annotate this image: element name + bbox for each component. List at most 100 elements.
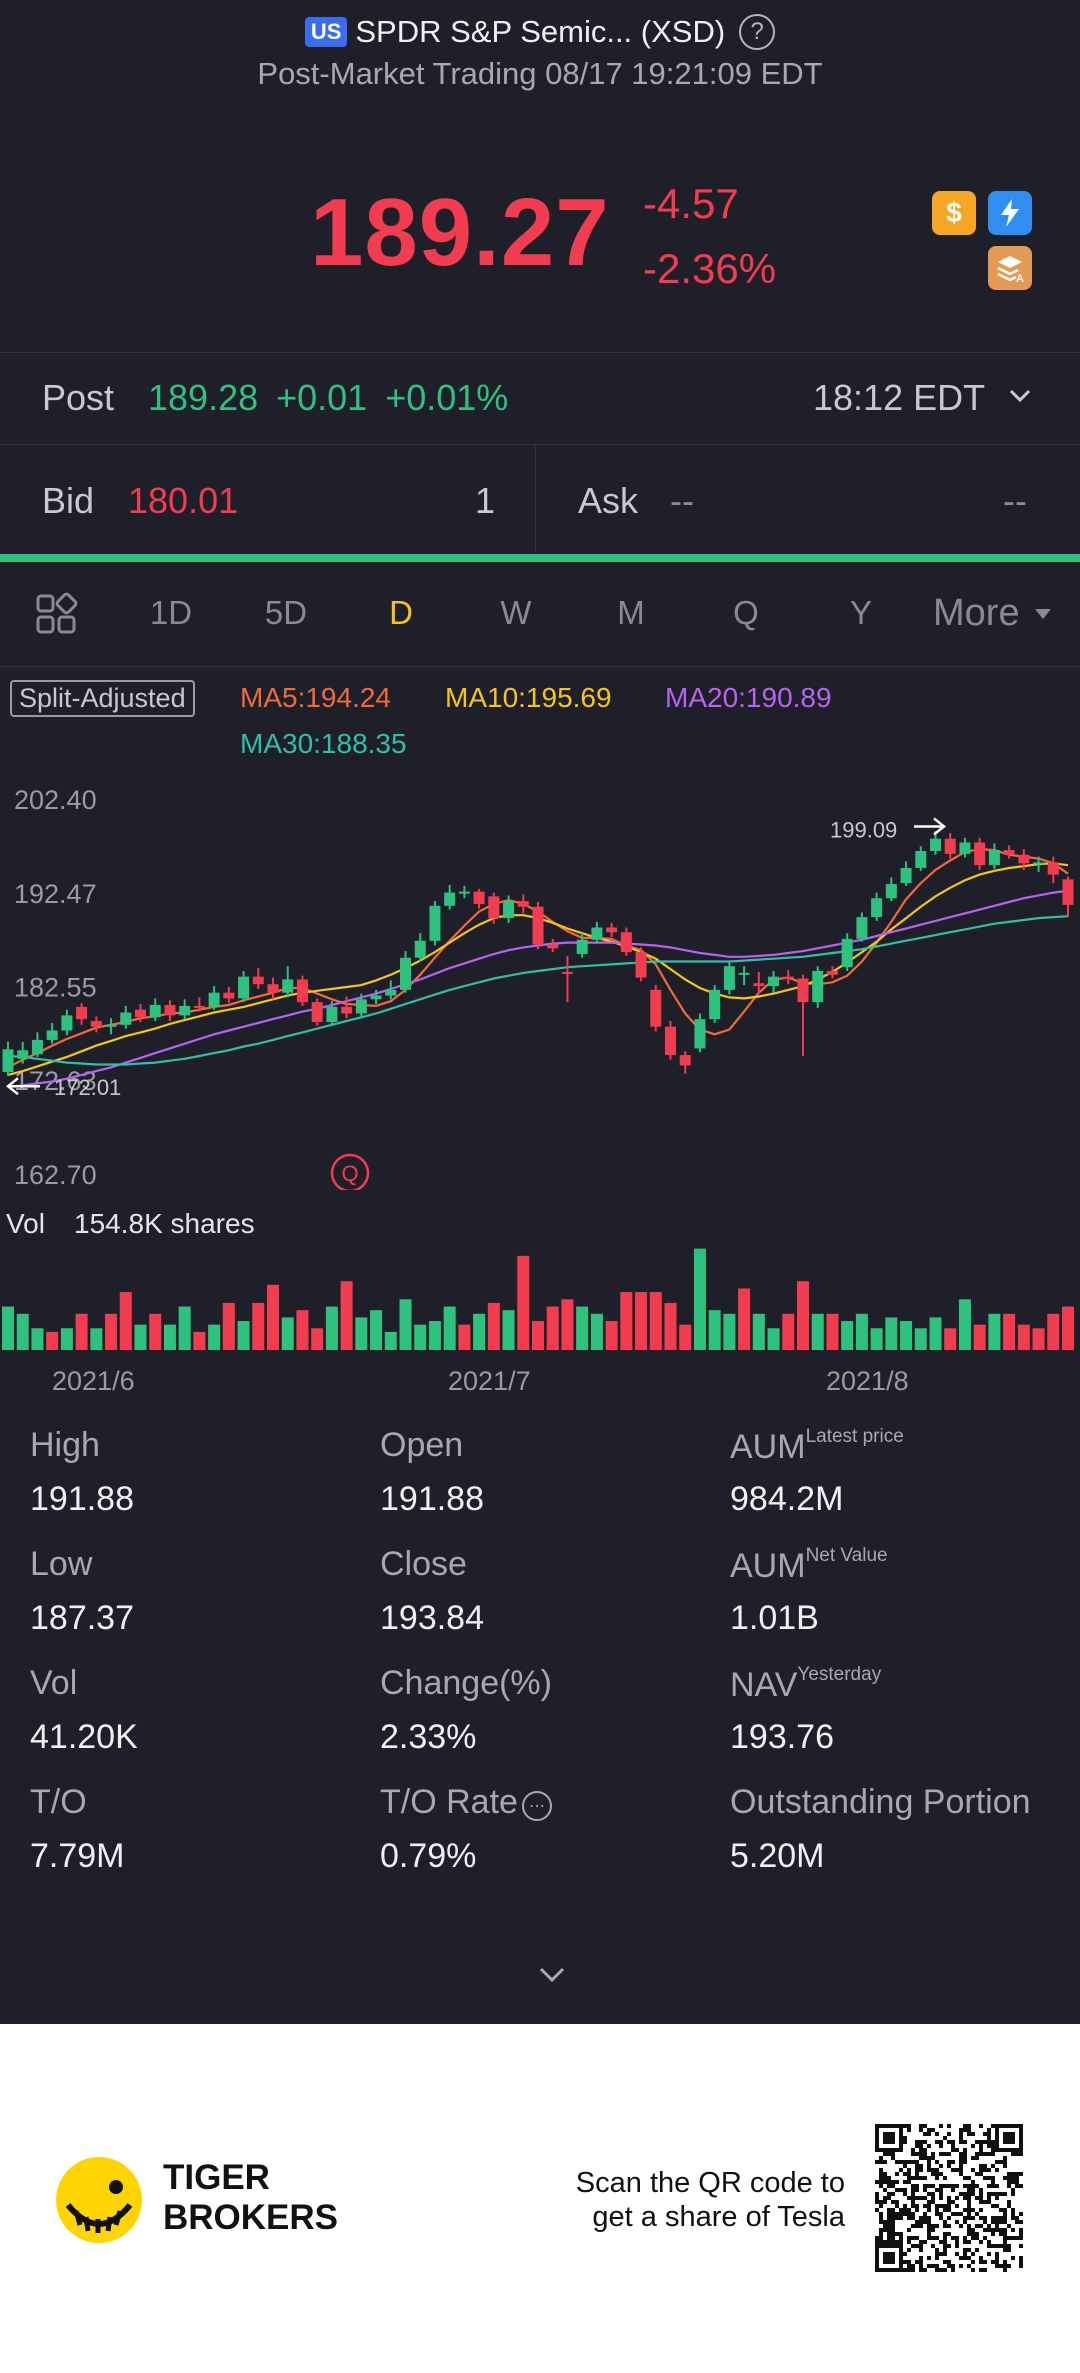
volume-bar — [458, 1324, 471, 1350]
volume-bar — [782, 1313, 795, 1350]
candle — [120, 1005, 132, 1029]
volume-bar — [222, 1302, 235, 1350]
volume-bar — [370, 1310, 383, 1350]
volume-bar — [767, 1328, 780, 1350]
chevron-down-icon[interactable] — [1005, 381, 1035, 411]
candle — [503, 895, 515, 923]
volume-bar — [296, 1310, 309, 1350]
candle — [944, 833, 956, 859]
brand-line1: TIGER — [163, 2158, 270, 2197]
volume-bar — [826, 1313, 839, 1350]
stack-icon[interactable]: A — [988, 246, 1032, 290]
candle — [252, 968, 264, 989]
volume-bar — [693, 1248, 706, 1350]
tab-w[interactable]: W — [500, 594, 532, 631]
candle — [1047, 856, 1059, 884]
volume-bar — [1003, 1313, 1016, 1350]
stat-value: 1.01B — [730, 1599, 819, 1637]
price-change-pct: -2.36% — [643, 245, 777, 292]
candle — [694, 1013, 706, 1053]
volume-bar — [428, 1321, 441, 1350]
svg-text:Q: Q — [341, 1161, 358, 1186]
more-info-icon[interactable]: ⋯ — [521, 1791, 552, 1821]
stat-value: 7.79M — [30, 1837, 125, 1875]
lightning-icon[interactable] — [988, 191, 1032, 235]
candle — [606, 922, 618, 937]
candle — [930, 831, 941, 855]
candle — [665, 1021, 676, 1060]
volume-bar — [473, 1313, 486, 1350]
ma20-value: MA20:190.89 — [665, 682, 832, 713]
caret-down-icon — [1034, 608, 1051, 619]
candle — [90, 1016, 102, 1033]
volume-bar — [281, 1317, 294, 1350]
tab-m[interactable]: M — [617, 594, 645, 631]
high-marker-label: 199.09 — [830, 817, 897, 842]
tab-5d[interactable]: 5D — [264, 594, 308, 631]
volume-bar — [237, 1321, 250, 1350]
stat-label: High — [30, 1426, 100, 1464]
candle — [46, 1022, 58, 1044]
brand-line2: BROKERS — [163, 2198, 339, 2237]
grid-icon[interactable] — [34, 592, 78, 636]
volume-bar — [487, 1302, 500, 1350]
stat-label-superscript: Yesterday — [797, 1664, 882, 1685]
candle — [179, 999, 191, 1020]
ma10-value: MA10:195.69 — [445, 682, 612, 713]
volume-bar — [561, 1299, 574, 1350]
volume-bar — [208, 1324, 221, 1350]
volume-bar — [1017, 1324, 1030, 1350]
expand-chevron-icon[interactable] — [537, 1965, 567, 1985]
moving-average-lines — [7, 847, 1069, 1089]
candles — [2, 831, 1074, 1076]
candle — [517, 894, 529, 914]
volume-bar — [546, 1306, 559, 1350]
split-adjusted-toggle[interactable]: Split-Adjusted — [10, 680, 195, 717]
candle — [620, 927, 632, 956]
candle — [885, 877, 897, 902]
volume-bar — [355, 1317, 368, 1350]
stat-label: Change(%) — [380, 1664, 552, 1702]
candle — [959, 837, 971, 858]
stack-glyph: A — [997, 256, 1024, 284]
x-label-jun: 2021/6 — [52, 1366, 135, 1396]
tab-more[interactable]: More — [933, 592, 1052, 635]
bid-label: Bid — [42, 480, 95, 521]
volume-bar — [841, 1321, 854, 1350]
volume-bar — [797, 1281, 809, 1350]
earnings-badge[interactable]: Q — [330, 1153, 370, 1190]
volume-bar — [517, 1255, 530, 1350]
candle — [1018, 849, 1030, 870]
volume-chart — [2, 1248, 1074, 1350]
candle — [208, 986, 220, 1010]
tab-1d[interactable]: 1D — [149, 594, 193, 631]
candle — [400, 951, 411, 993]
volume-bar — [590, 1313, 603, 1350]
ma5-value: MA5:194.24 — [240, 682, 391, 713]
volume-bar — [193, 1331, 206, 1350]
volume-bar — [60, 1328, 73, 1350]
candle — [17, 1041, 29, 1064]
dollar-icon[interactable]: $ — [932, 191, 976, 235]
stat-value: 191.88 — [380, 1480, 484, 1518]
tab-y[interactable]: Y — [849, 594, 872, 631]
candle — [385, 980, 397, 1000]
volume-bar — [679, 1324, 692, 1350]
ask-price: -- — [670, 480, 694, 521]
candle — [650, 985, 662, 1032]
volume-bar — [31, 1328, 44, 1350]
candle — [753, 971, 765, 994]
question-circle-icon[interactable]: ? — [739, 14, 776, 50]
y-tick-label: 202.40 — [14, 785, 97, 815]
volume-bar — [502, 1310, 515, 1350]
volume-bar — [163, 1324, 176, 1350]
stock-title-bar: US SPDR S&P Semic... (XSD) ? — [0, 14, 1080, 50]
volume-bar — [75, 1313, 88, 1350]
volume-bar — [605, 1321, 618, 1350]
volume-bar — [708, 1310, 721, 1350]
tab-q[interactable]: Q — [733, 594, 759, 631]
tab-d[interactable]: D — [389, 594, 413, 631]
tiger-brokers-logo — [56, 2157, 142, 2243]
last-price: 189.27 — [310, 179, 610, 286]
